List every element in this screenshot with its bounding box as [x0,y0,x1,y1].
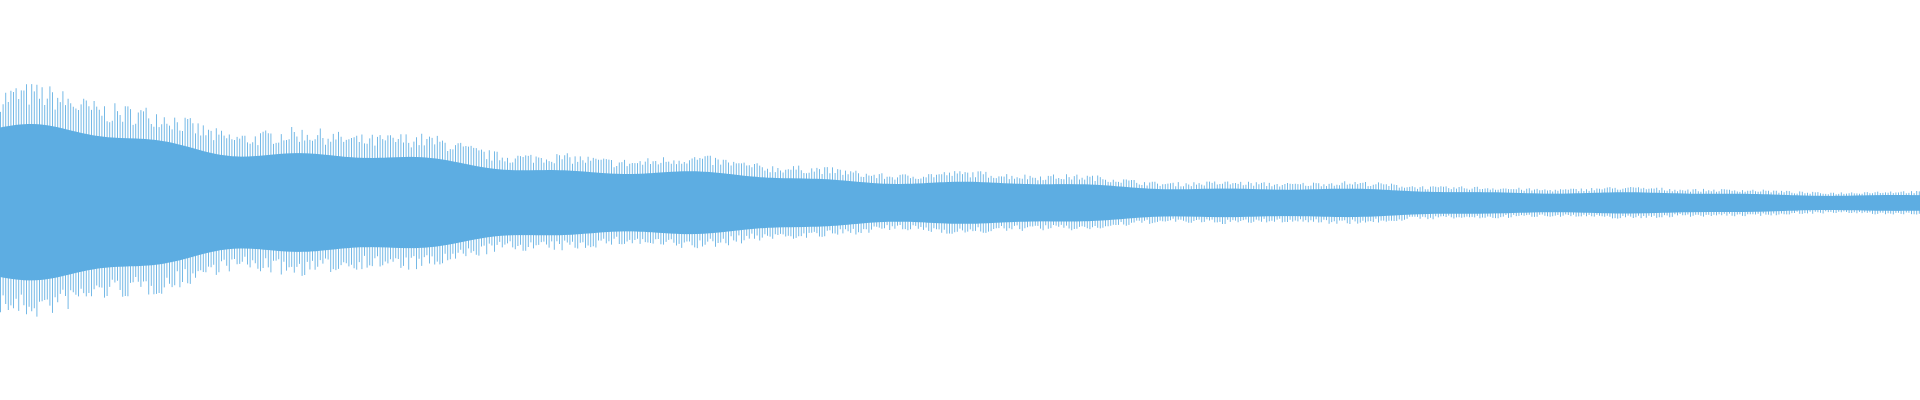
waveform-body [0,124,1920,281]
